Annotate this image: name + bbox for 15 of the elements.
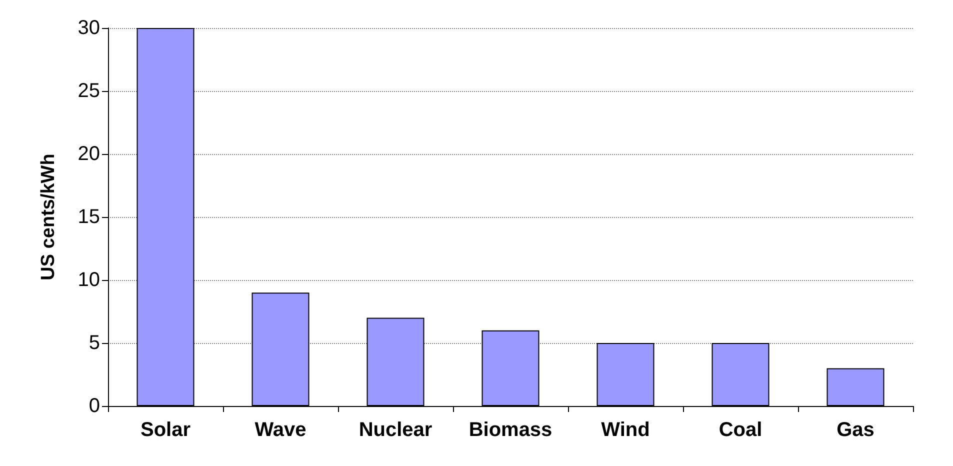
y-tick-label: 5 xyxy=(88,332,100,354)
y-tick-label: 20 xyxy=(78,143,100,165)
y-tick-label: 10 xyxy=(78,269,100,291)
y-tick-label: 30 xyxy=(78,17,100,39)
x-tick-label: Solar xyxy=(140,419,191,441)
y-tick-label: 15 xyxy=(78,206,100,228)
x-tick-label: Wave xyxy=(254,419,306,441)
y-tick-label: 25 xyxy=(78,80,100,102)
x-tick-label: Coal xyxy=(718,419,762,441)
x-tick-label: Nuclear xyxy=(358,419,432,441)
y-axis-title: US cents/kWh xyxy=(38,154,59,280)
y-tick-label: 0 xyxy=(88,395,100,417)
x-tick-label: Biomass xyxy=(468,419,552,441)
x-tick-label: Gas xyxy=(836,419,874,441)
x-tick-label: Wind xyxy=(601,419,650,441)
